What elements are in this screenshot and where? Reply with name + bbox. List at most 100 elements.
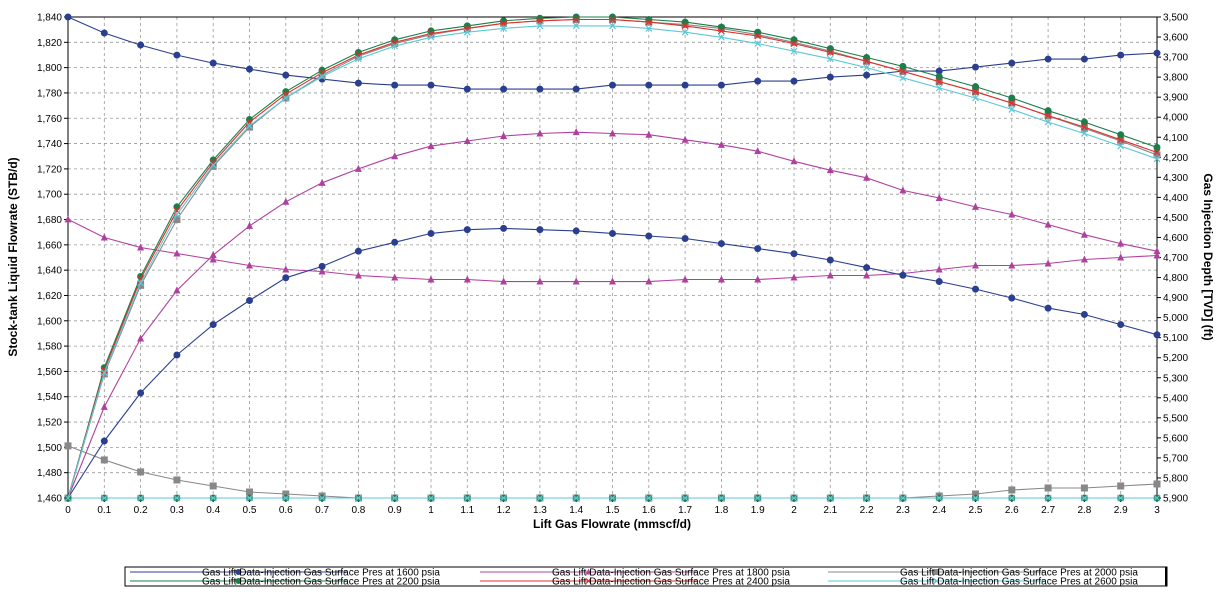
data-point [1117, 136, 1125, 144]
data-point [173, 211, 181, 218]
y2-axis-title: Gas Injection Depth [TVD] (ft) [1201, 173, 1215, 340]
data-point [463, 85, 471, 93]
data-point [1080, 310, 1088, 318]
data-point [173, 476, 181, 484]
data-point [863, 494, 871, 502]
flowrate-series-1 [64, 224, 1161, 502]
y2-tick-label: 5,300 [1163, 373, 1188, 384]
data-point [354, 164, 362, 172]
y-tick-label: 1,560 [37, 367, 62, 378]
data-point [246, 297, 253, 305]
data-point [572, 22, 580, 30]
data-point [235, 578, 242, 584]
data-point [790, 494, 798, 502]
data-point [585, 578, 592, 584]
y-tick-label: 1,680 [37, 215, 62, 226]
data-point [572, 128, 580, 136]
data-point [463, 275, 471, 283]
data-point [972, 285, 979, 293]
data-point [645, 24, 653, 32]
y2-tick-label: 4,300 [1163, 173, 1188, 184]
data-point [681, 275, 689, 283]
x-tick-label: 0.6 [279, 505, 293, 516]
data-point [64, 13, 72, 21]
data-point [1153, 331, 1161, 339]
data-point [1153, 251, 1161, 259]
data-point [645, 277, 653, 285]
data-point [100, 437, 108, 445]
legend-item: Gas Lift Data-Injection Gas Surface Pres… [130, 568, 440, 579]
data-point [536, 85, 544, 93]
y-tick-label: 1,580 [37, 342, 62, 353]
data-point [282, 94, 290, 102]
data-point [935, 78, 943, 85]
data-point [645, 232, 653, 240]
data-point [899, 271, 907, 279]
data-point [826, 49, 834, 56]
data-point [609, 229, 616, 237]
data-point [1044, 118, 1052, 126]
x-tick-label: 2.8 [1077, 505, 1091, 516]
x-tick-label: 2.4 [932, 505, 946, 516]
legend-label: Gas Lift Data-Injection Gas Surface Pres… [202, 577, 440, 588]
data-point [935, 84, 943, 92]
data-point [1008, 59, 1016, 67]
y-tick-label: 1,700 [37, 190, 62, 201]
data-point [933, 578, 940, 584]
data-point [609, 16, 616, 23]
data-point [1008, 210, 1016, 218]
data-point [863, 71, 871, 79]
data-point [826, 55, 834, 63]
x-tick-label: 0 [65, 505, 71, 516]
y-tick-label: 1,780 [37, 88, 62, 99]
y2-tick-label: 4,600 [1163, 233, 1188, 244]
legend-item: Gas Lift Data-Injection Gas Surface Pres… [828, 577, 1138, 588]
y2-tick-label: 3,500 [1163, 13, 1188, 24]
data-point [1008, 261, 1016, 269]
legend-label: Gas Lift Data-Injection Gas Surface Pres… [202, 568, 440, 579]
y-tick-label: 1,620 [37, 291, 62, 302]
data-point [899, 74, 907, 82]
data-point [972, 83, 979, 91]
data-point [1080, 118, 1088, 126]
data-point [972, 490, 979, 498]
data-point [137, 468, 145, 476]
data-point [1044, 259, 1052, 267]
data-point [100, 456, 108, 464]
data-point [318, 262, 326, 270]
data-point [754, 40, 762, 48]
x-tick-label: 2.6 [1005, 505, 1019, 516]
data-point [209, 250, 217, 258]
data-point [1080, 124, 1088, 132]
data-point [790, 47, 798, 55]
legend-item: Gas Lift Data-Injection Gas Surface Pres… [480, 577, 790, 588]
data-point [137, 494, 145, 502]
depth-series-2 [64, 215, 1161, 285]
data-point [354, 271, 362, 279]
y2-tick-label: 5,900 [1163, 494, 1188, 505]
data-point [645, 130, 653, 138]
data-point [826, 494, 834, 502]
data-point [1044, 494, 1052, 502]
data-point [826, 271, 834, 279]
data-point [790, 273, 798, 281]
y-tick-label: 1,820 [37, 38, 62, 49]
data-point [536, 129, 544, 137]
data-point [391, 273, 399, 281]
data-point [137, 41, 145, 49]
data-point [609, 81, 616, 89]
series-lines [64, 13, 1161, 502]
data-point [137, 334, 145, 342]
y2-tick-label: 4,000 [1163, 113, 1188, 124]
data-point [246, 122, 253, 130]
data-point [1044, 107, 1052, 115]
data-point [585, 568, 592, 575]
data-point [463, 226, 471, 234]
y-tick-label: 1,600 [37, 316, 62, 327]
data-point [1008, 494, 1016, 502]
x-tick-label: 0.5 [243, 505, 257, 516]
data-point [1153, 49, 1161, 57]
